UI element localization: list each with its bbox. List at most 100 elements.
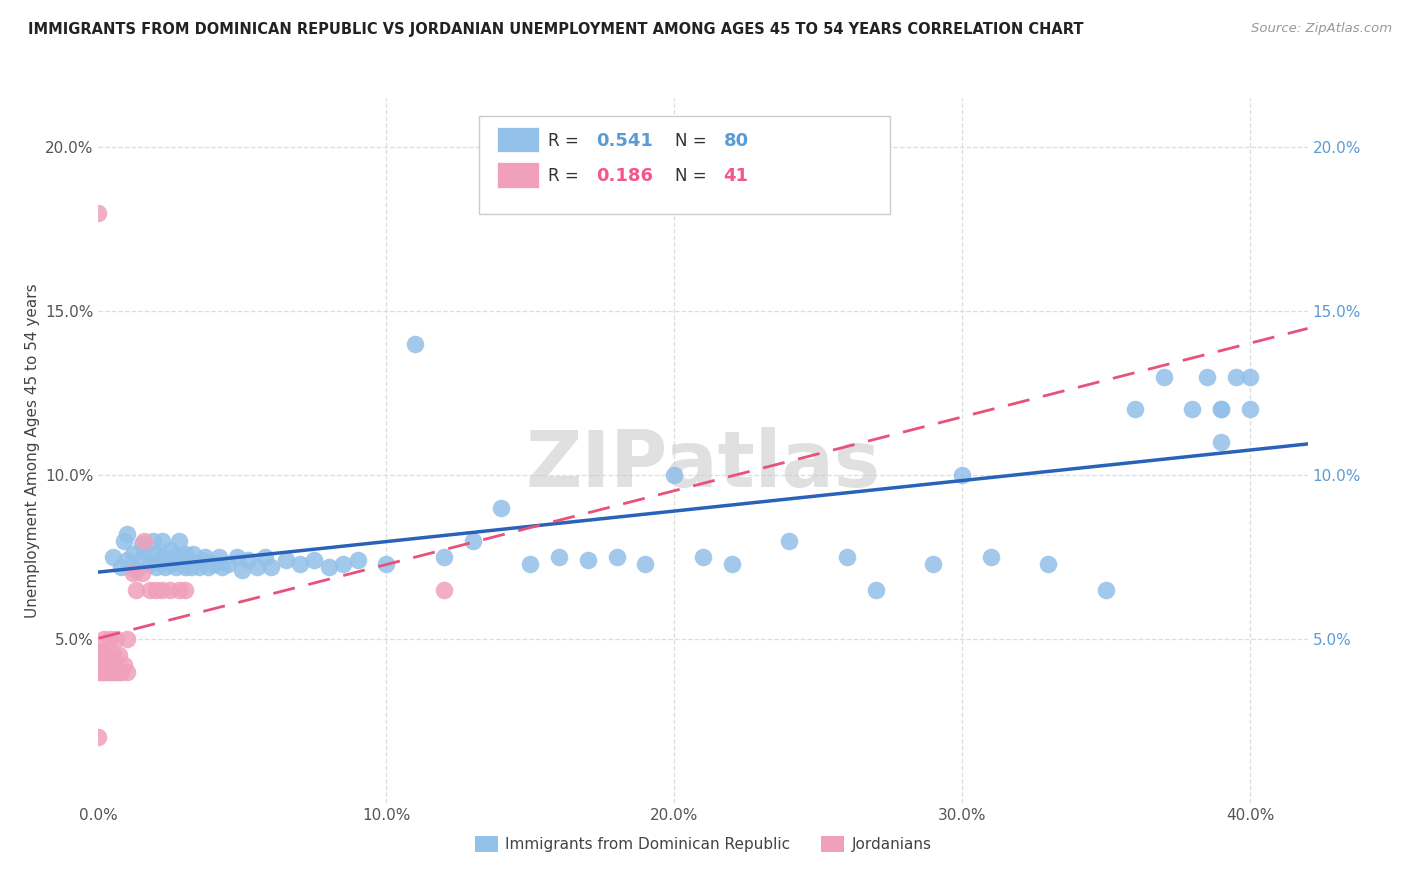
Point bbox=[110, 559, 132, 574]
Point bbox=[1225, 369, 1247, 384]
Point bbox=[125, 582, 148, 597]
FancyBboxPatch shape bbox=[498, 162, 538, 187]
Point bbox=[150, 549, 173, 564]
Point bbox=[87, 658, 110, 673]
Point bbox=[183, 547, 205, 561]
Point bbox=[332, 557, 354, 571]
Point bbox=[115, 553, 138, 567]
Point bbox=[1195, 369, 1218, 384]
Point bbox=[548, 549, 571, 564]
Point bbox=[231, 563, 253, 577]
Point bbox=[101, 658, 124, 673]
Point bbox=[104, 665, 127, 679]
Point bbox=[150, 582, 173, 597]
Point bbox=[225, 549, 247, 564]
Point bbox=[180, 559, 202, 574]
Point bbox=[461, 533, 484, 548]
Point bbox=[1038, 557, 1060, 571]
Point bbox=[115, 527, 138, 541]
Text: N =: N = bbox=[675, 167, 711, 186]
Point bbox=[634, 557, 657, 571]
Point bbox=[217, 557, 239, 571]
Point bbox=[318, 559, 340, 574]
Point bbox=[720, 557, 742, 571]
Point bbox=[145, 582, 167, 597]
Point bbox=[1153, 369, 1175, 384]
Point bbox=[101, 549, 124, 564]
Point bbox=[173, 559, 195, 574]
Point bbox=[375, 557, 398, 571]
Point bbox=[288, 557, 311, 571]
Point bbox=[134, 533, 156, 548]
Point bbox=[835, 549, 858, 564]
Text: Source: ZipAtlas.com: Source: ZipAtlas.com bbox=[1251, 22, 1392, 36]
Point bbox=[692, 549, 714, 564]
Point bbox=[173, 547, 195, 561]
FancyBboxPatch shape bbox=[479, 116, 890, 214]
Point bbox=[87, 648, 110, 663]
Text: R =: R = bbox=[548, 132, 585, 150]
Point bbox=[115, 665, 138, 679]
Point bbox=[211, 559, 233, 574]
Point bbox=[139, 557, 162, 571]
Point bbox=[110, 665, 132, 679]
Point bbox=[145, 547, 167, 561]
Y-axis label: Unemployment Among Ages 45 to 54 years: Unemployment Among Ages 45 to 54 years bbox=[25, 283, 39, 618]
Point bbox=[107, 665, 129, 679]
Point bbox=[194, 549, 217, 564]
Point bbox=[167, 533, 190, 548]
Point bbox=[145, 559, 167, 574]
Point bbox=[664, 468, 686, 483]
Point bbox=[304, 553, 326, 567]
Point bbox=[148, 553, 170, 567]
Point bbox=[491, 500, 513, 515]
Point bbox=[159, 582, 181, 597]
Point bbox=[865, 582, 887, 597]
Point bbox=[87, 665, 110, 679]
Point bbox=[96, 665, 118, 679]
Point bbox=[87, 731, 110, 745]
Point bbox=[93, 658, 115, 673]
Point bbox=[519, 557, 541, 571]
Point bbox=[1239, 369, 1261, 384]
Point bbox=[576, 553, 599, 567]
Point bbox=[131, 537, 153, 551]
Point bbox=[1123, 402, 1146, 417]
Point bbox=[778, 533, 800, 548]
Point bbox=[165, 559, 187, 574]
Point bbox=[950, 468, 973, 483]
Point bbox=[134, 543, 156, 558]
Text: N =: N = bbox=[675, 132, 711, 150]
Point bbox=[93, 665, 115, 679]
Text: 80: 80 bbox=[724, 132, 748, 150]
Point bbox=[1239, 402, 1261, 417]
Point bbox=[433, 582, 456, 597]
Point bbox=[404, 337, 426, 351]
Point bbox=[87, 645, 110, 659]
Point bbox=[1211, 435, 1233, 450]
Point bbox=[98, 632, 121, 646]
Point bbox=[115, 632, 138, 646]
Point bbox=[90, 645, 112, 659]
Point bbox=[922, 557, 945, 571]
Point bbox=[107, 648, 129, 663]
Point bbox=[101, 648, 124, 663]
Point bbox=[433, 549, 456, 564]
Point bbox=[1095, 582, 1118, 597]
Text: R =: R = bbox=[548, 167, 585, 186]
Point bbox=[1181, 402, 1204, 417]
Text: IMMIGRANTS FROM DOMINICAN REPUBLIC VS JORDANIAN UNEMPLOYMENT AMONG AGES 45 TO 54: IMMIGRANTS FROM DOMINICAN REPUBLIC VS JO… bbox=[28, 22, 1084, 37]
Point bbox=[112, 658, 135, 673]
Point bbox=[159, 543, 181, 558]
Point bbox=[87, 206, 110, 220]
Point bbox=[254, 549, 277, 564]
Point bbox=[346, 553, 368, 567]
Text: 0.186: 0.186 bbox=[596, 167, 654, 186]
Text: 41: 41 bbox=[724, 167, 748, 186]
Point bbox=[191, 553, 214, 567]
Point bbox=[173, 582, 195, 597]
Point bbox=[980, 549, 1002, 564]
Point bbox=[176, 553, 198, 567]
Point bbox=[274, 553, 297, 567]
Point bbox=[122, 547, 145, 561]
